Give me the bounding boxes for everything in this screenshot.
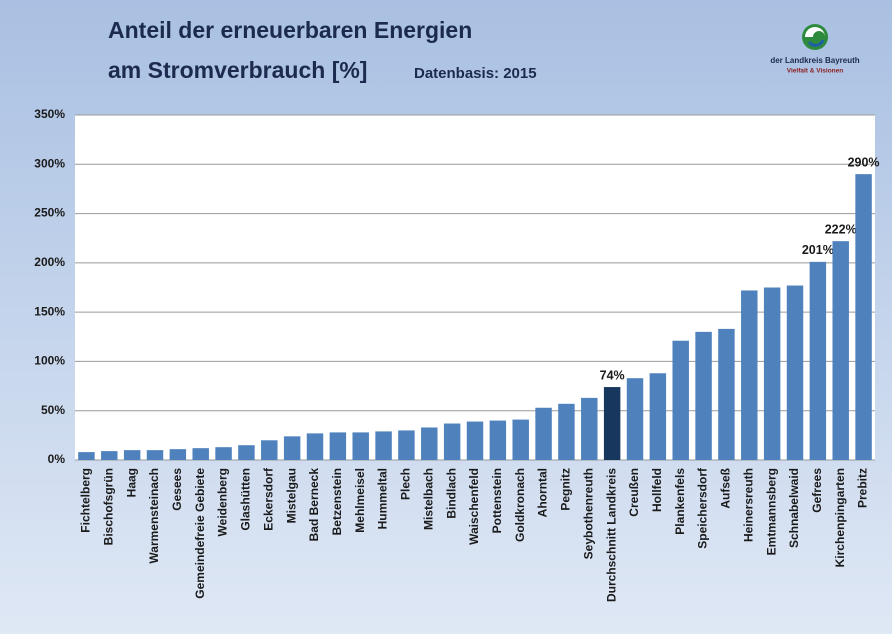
bar bbox=[261, 440, 278, 460]
y-tick-label: 50% bbox=[41, 403, 65, 417]
x-tick-label: Plankenfels bbox=[673, 468, 687, 535]
bar bbox=[352, 432, 369, 460]
logo-swirl bbox=[807, 39, 825, 47]
bar bbox=[855, 174, 872, 460]
x-tick-label: Prebitz bbox=[856, 468, 870, 508]
data-label: 290% bbox=[848, 155, 880, 169]
bar bbox=[375, 431, 392, 460]
bar bbox=[306, 433, 324, 460]
bar bbox=[786, 285, 804, 460]
x-tick-label: Weidenberg bbox=[216, 468, 230, 536]
bar bbox=[466, 421, 484, 460]
x-tick-label: Mistelbach bbox=[421, 468, 435, 530]
bar bbox=[695, 331, 712, 460]
y-tick-label: 200% bbox=[34, 255, 65, 269]
x-tick-label: Pottenstein bbox=[490, 468, 504, 533]
y-tick-label: 0% bbox=[48, 452, 66, 466]
x-tick-label: Schnabelwaid bbox=[787, 468, 801, 548]
bar bbox=[215, 447, 232, 460]
chart-title-line2: am Stromverbrauch [%] bbox=[108, 57, 367, 83]
x-tick-label: Hummeltal bbox=[376, 468, 390, 529]
bar bbox=[809, 261, 827, 460]
x-tick-label: Heinersreuth bbox=[741, 468, 755, 542]
bar bbox=[101, 451, 118, 460]
x-tick-label: Kirchenpingarten bbox=[833, 468, 847, 567]
bar bbox=[512, 419, 529, 460]
bar bbox=[603, 387, 621, 460]
bar bbox=[146, 450, 164, 460]
bar bbox=[763, 287, 781, 460]
x-tick-label: Emtmannsberg bbox=[764, 468, 778, 555]
x-tick-label: Betzenstein bbox=[330, 468, 344, 535]
logo-tagline: Vielfalt & Visionen bbox=[787, 68, 844, 75]
chart-title: Anteil der erneuerbaren Energien bbox=[108, 17, 472, 43]
x-tick-label: Bad Berneck bbox=[307, 468, 321, 542]
data-label: 201% bbox=[802, 243, 834, 257]
bar bbox=[581, 397, 598, 460]
logo-swirl bbox=[805, 27, 825, 37]
x-tick-label: Gefrees bbox=[810, 468, 824, 513]
x-tick-label: Eckersdorf bbox=[261, 467, 275, 531]
y-tick-label: 300% bbox=[34, 156, 65, 170]
bar bbox=[398, 430, 415, 460]
x-tick-label: Warmensteinach bbox=[147, 468, 161, 564]
bar bbox=[329, 432, 347, 460]
x-tick-label: Speichersdorf bbox=[696, 467, 710, 549]
logo bbox=[802, 24, 828, 50]
bar bbox=[832, 241, 849, 460]
x-tick-label: Bindlach bbox=[444, 468, 458, 519]
bar bbox=[283, 436, 301, 460]
y-tick-label: 100% bbox=[34, 354, 65, 368]
bar bbox=[741, 290, 758, 460]
x-tick-label: Mehlmeisel bbox=[353, 468, 367, 533]
x-tick-label: Glashütten bbox=[239, 468, 253, 531]
x-tick-label: Seybothenreuth bbox=[581, 468, 595, 559]
x-tick-label: Plech bbox=[399, 468, 413, 500]
x-tick-label: Aufseß bbox=[719, 468, 733, 509]
y-tick-label: 150% bbox=[34, 304, 65, 318]
bar bbox=[443, 423, 461, 460]
bar bbox=[123, 450, 141, 460]
bar bbox=[169, 449, 187, 460]
y-tick-label: 350% bbox=[34, 107, 65, 121]
chart-subtitle: Datenbasis: 2015 bbox=[414, 65, 537, 82]
bar bbox=[535, 407, 552, 460]
x-tick-label: Gesees bbox=[170, 468, 184, 511]
bar bbox=[192, 448, 209, 460]
x-tick-label: Bischofsgrün bbox=[101, 468, 115, 545]
logo-text: der Landkreis Bayreuth bbox=[770, 56, 859, 65]
x-tick-label: Gemeindefreie Gebiete bbox=[193, 468, 207, 599]
x-tick-label: Mistelgau bbox=[284, 468, 298, 523]
bar bbox=[558, 403, 575, 460]
bar bbox=[489, 420, 507, 460]
x-tick-label: Durchschnitt Landkreis bbox=[604, 468, 618, 602]
x-tick-label: Fichtelberg bbox=[79, 468, 93, 533]
bar bbox=[649, 373, 667, 460]
y-tick-label: 250% bbox=[34, 206, 65, 220]
bar bbox=[626, 378, 644, 460]
x-tick-label: Hollfeld bbox=[650, 468, 664, 512]
bar bbox=[421, 427, 438, 460]
bar bbox=[718, 328, 735, 460]
data-label: 222% bbox=[825, 222, 857, 236]
data-label: 74% bbox=[600, 368, 625, 382]
x-tick-label: Pegnitz bbox=[559, 468, 573, 511]
x-tick-label: Goldkronach bbox=[513, 468, 527, 542]
bar bbox=[672, 340, 689, 460]
bar bbox=[238, 445, 255, 460]
x-tick-label: Haag bbox=[124, 468, 138, 497]
x-tick-label: Creußen bbox=[627, 468, 641, 517]
x-tick-label: Ahorntal bbox=[536, 468, 550, 517]
bar bbox=[78, 452, 95, 460]
x-tick-label: Waischenfeld bbox=[467, 468, 481, 545]
